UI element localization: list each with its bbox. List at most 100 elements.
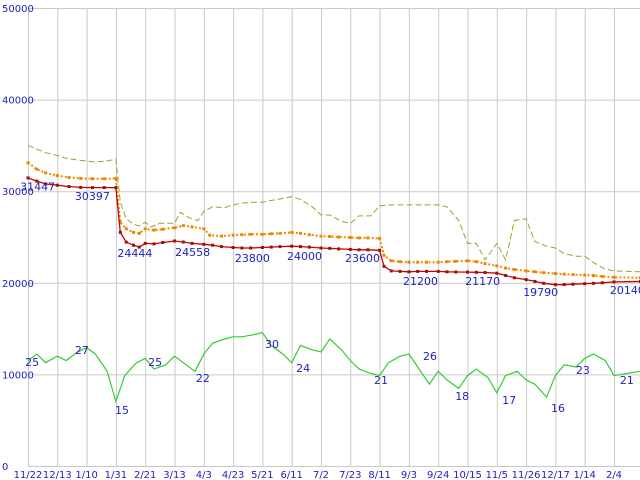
- lower-solid-red-marker: [445, 270, 449, 274]
- middle-dotted-orange-marker: [562, 272, 566, 276]
- lower-solid-red-marker: [348, 247, 352, 251]
- data-label: 20140: [610, 284, 640, 297]
- lower-solid-red-marker: [260, 246, 264, 249]
- lower-solid-red-marker: [382, 264, 386, 268]
- lower-solid-red-marker: [425, 269, 428, 273]
- data-label: 30397: [75, 190, 110, 203]
- y-tick-label: 0: [2, 462, 8, 473]
- middle-dotted-orange-marker: [79, 176, 83, 180]
- middle-dotted-orange-marker: [436, 260, 440, 264]
- lower-solid-red-marker: [366, 248, 370, 252]
- middle-dotted-orange-marker: [44, 171, 48, 175]
- middle-dotted-orange-marker: [504, 266, 508, 270]
- lower-solid-red-marker: [600, 281, 604, 285]
- data-label: 19790: [523, 286, 558, 299]
- middle-dotted-orange-marker: [378, 236, 382, 240]
- lower-solid-red-marker: [118, 230, 122, 234]
- middle-dotted-orange-line: [27, 161, 640, 279]
- middle-dotted-orange-marker: [571, 273, 575, 277]
- lower-solid-red-marker: [102, 186, 106, 190]
- data-label: 16: [551, 402, 565, 415]
- middle-dotted-orange-marker: [612, 275, 616, 279]
- middle-dotted-orange-marker: [260, 232, 264, 236]
- lower-solid-red-marker: [219, 245, 223, 249]
- series-bottom-solid-green: [27, 331, 640, 404]
- lower-solid-red-marker: [562, 283, 566, 287]
- lower-solid-red-marker: [269, 245, 273, 249]
- lower-solid-red-marker: [328, 246, 332, 250]
- middle-dotted-orange-marker: [161, 227, 165, 231]
- middle-dotted-orange-marker: [328, 235, 332, 238]
- data-label: 30: [265, 338, 279, 351]
- middle-dotted-orange-marker: [454, 259, 458, 263]
- bottom-solid-green-line: [27, 331, 640, 404]
- middle-dotted-orange-marker: [231, 233, 235, 237]
- lower-solid-red-marker: [190, 241, 194, 245]
- middle-dotted-orange-marker: [416, 260, 420, 264]
- lower-solid-red-marker: [483, 271, 487, 274]
- lower-solid-red-marker: [143, 241, 147, 245]
- lower-solid-red-marker: [571, 282, 575, 286]
- data-label: 31447: [20, 181, 55, 194]
- middle-dotted-orange-marker: [466, 259, 469, 263]
- lower-solid-red-marker: [495, 271, 499, 275]
- lower-solid-red-marker: [161, 241, 165, 244]
- middle-dotted-orange-marker: [35, 167, 39, 171]
- lower-solid-red-marker: [466, 270, 469, 274]
- x-tick-label: 12/17: [541, 470, 570, 480]
- middle-dotted-orange-marker: [173, 226, 176, 230]
- data-label: 23800: [235, 252, 270, 265]
- y-tick-label: 30000: [2, 187, 34, 198]
- middle-dotted-orange-marker: [208, 233, 212, 237]
- lower-solid-red-marker: [173, 239, 176, 243]
- middle-dotted-orange-marker: [249, 232, 253, 236]
- middle-dotted-orange-marker: [445, 260, 449, 264]
- lower-solid-red-marker: [436, 269, 440, 273]
- lower-solid-red-marker: [337, 247, 341, 251]
- lower-solid-red-marker: [240, 246, 244, 250]
- lower-solid-red-marker: [416, 269, 420, 273]
- middle-dotted-orange-marker: [240, 233, 244, 237]
- middle-dotted-orange-marker: [583, 273, 587, 277]
- lower-solid-red-marker: [91, 186, 94, 190]
- lower-solid-red-marker: [211, 243, 215, 247]
- data-label: 23600: [345, 252, 380, 265]
- middle-dotted-orange-marker: [137, 231, 141, 235]
- lower-solid-red-marker: [35, 179, 39, 183]
- data-label: 24558: [175, 246, 210, 259]
- lower-solid-red-marker: [44, 182, 48, 186]
- middle-dotted-orange-marker: [389, 259, 393, 263]
- data-label: 23: [576, 364, 590, 377]
- lower-solid-red-marker: [290, 244, 294, 248]
- lower-solid-red-marker: [542, 281, 546, 285]
- y-tick-label: 50000: [2, 4, 34, 15]
- lower-solid-red-marker: [114, 186, 118, 190]
- lower-solid-red-marker: [319, 246, 323, 250]
- series-middle-dotted-orange: [26, 161, 640, 280]
- lower-solid-red-line: [27, 177, 640, 286]
- middle-dotted-orange-marker: [398, 260, 402, 264]
- data-label: 24444: [117, 247, 152, 260]
- middle-dotted-orange-marker: [474, 260, 478, 264]
- data-label: 24000: [287, 250, 322, 263]
- lower-solid-red-marker: [512, 276, 516, 280]
- x-tick-label: 3/13: [163, 470, 185, 480]
- middle-dotted-orange-marker: [290, 230, 294, 234]
- lower-solid-red-marker: [533, 279, 537, 283]
- x-tick-label: 11/22: [14, 470, 43, 480]
- lower-solid-red-marker: [278, 245, 282, 249]
- data-label: 15: [115, 404, 129, 417]
- middle-dotted-orange-marker: [592, 274, 595, 277]
- middle-dotted-orange-marker: [337, 235, 341, 239]
- lower-solid-red-marker: [454, 270, 458, 274]
- x-tick-label: 6/11: [280, 470, 302, 480]
- lower-solid-red-marker: [592, 281, 595, 285]
- data-label: 18: [455, 390, 469, 403]
- middle-dotted-orange-marker: [132, 230, 135, 234]
- x-tick-label: 1/31: [105, 470, 127, 480]
- lower-solid-red-marker: [638, 280, 640, 283]
- middle-dotted-orange-marker: [533, 270, 537, 274]
- middle-dotted-orange-marker: [553, 272, 557, 276]
